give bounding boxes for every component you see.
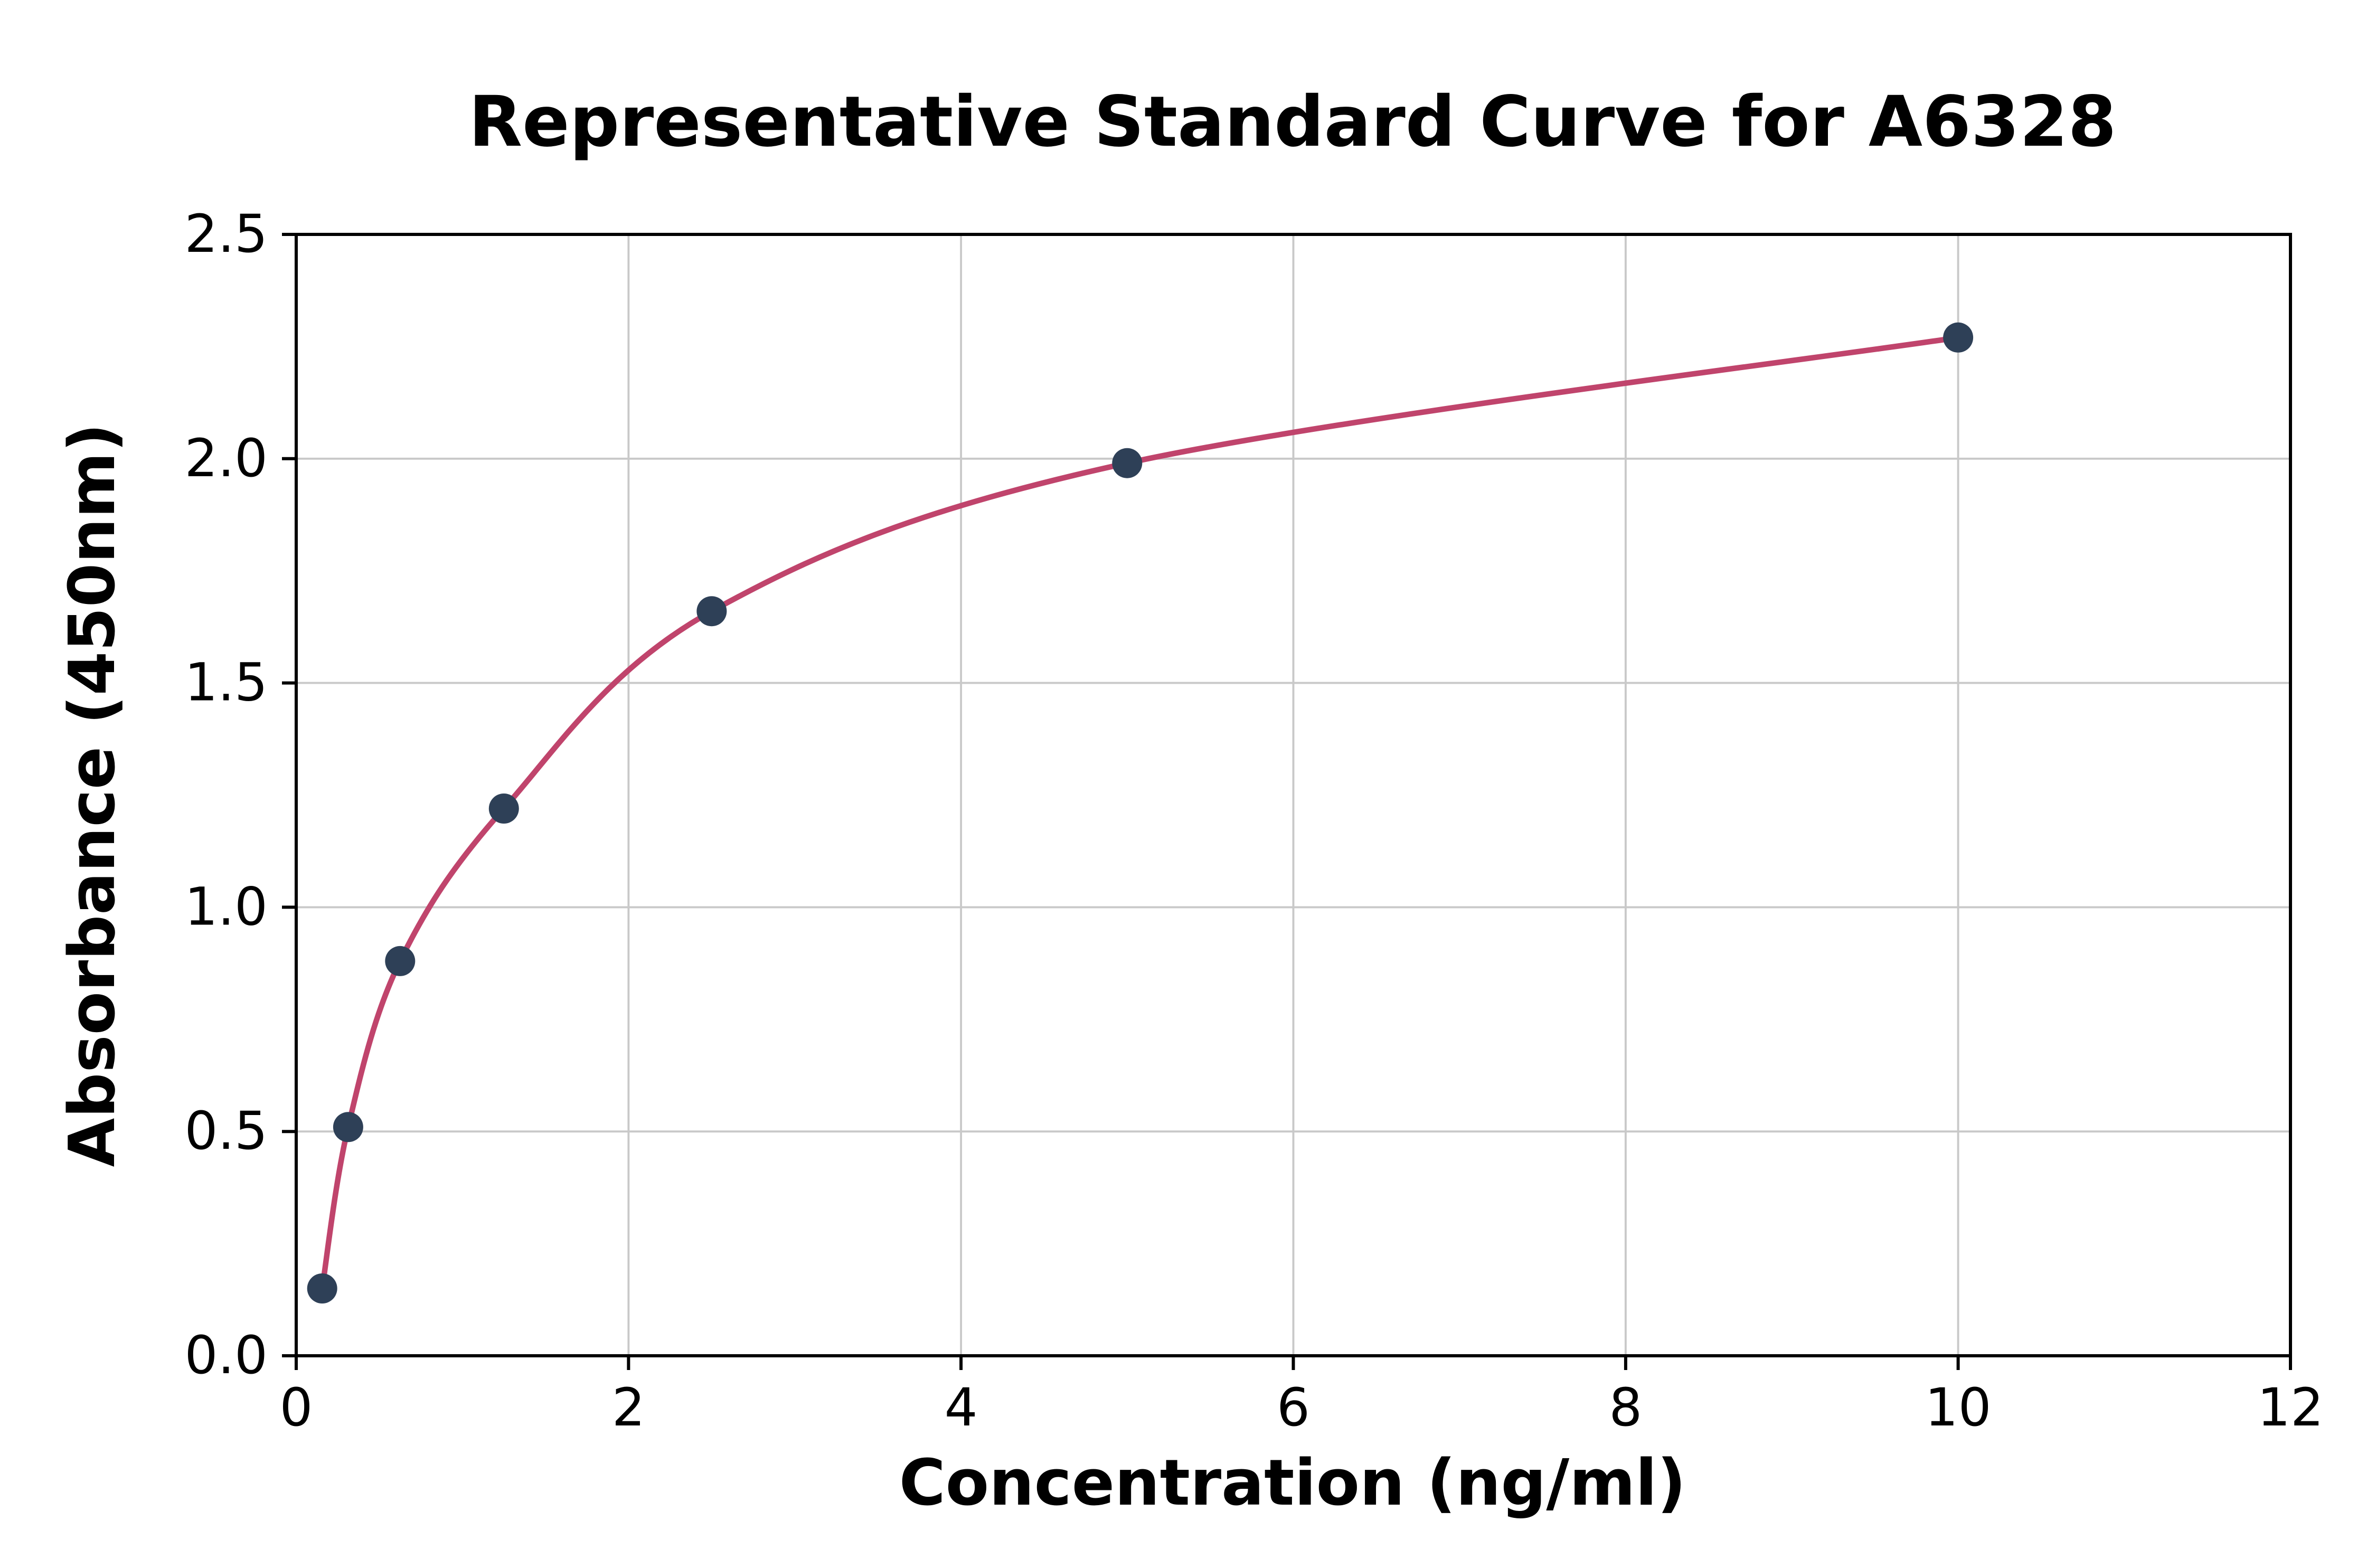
y-tick-label: 0.5 bbox=[185, 1101, 268, 1161]
y-tick-label: 0.0 bbox=[185, 1325, 268, 1386]
x-tick-label: 0 bbox=[280, 1377, 313, 1438]
x-tick-label: 6 bbox=[1277, 1377, 1310, 1438]
y-tick-label: 2.0 bbox=[185, 428, 268, 489]
y-axis-label: Absorbance (450nm) bbox=[56, 423, 129, 1167]
chart-title: Representative Standard Curve for A6328 bbox=[469, 81, 2117, 163]
y-tick-label: 1.0 bbox=[185, 876, 268, 937]
y-tick-label: 1.5 bbox=[185, 653, 268, 713]
data-point bbox=[307, 1273, 337, 1303]
x-tick-label: 10 bbox=[1925, 1377, 1992, 1438]
data-point bbox=[333, 1112, 363, 1142]
data-point bbox=[696, 596, 727, 627]
x-tick-label: 4 bbox=[945, 1377, 978, 1438]
x-tick-label: 12 bbox=[2257, 1377, 2324, 1438]
data-point bbox=[1112, 448, 1143, 478]
data-point bbox=[385, 946, 416, 976]
x-tick-label: 8 bbox=[1609, 1377, 1642, 1438]
fit-curve bbox=[319, 335, 1961, 1291]
data-point bbox=[1943, 322, 1974, 353]
x-tick-label: 2 bbox=[612, 1377, 645, 1438]
data-point bbox=[488, 794, 519, 824]
x-axis-label: Concentration (ng/ml) bbox=[899, 1447, 1686, 1520]
y-tick-label: 2.5 bbox=[185, 204, 268, 265]
